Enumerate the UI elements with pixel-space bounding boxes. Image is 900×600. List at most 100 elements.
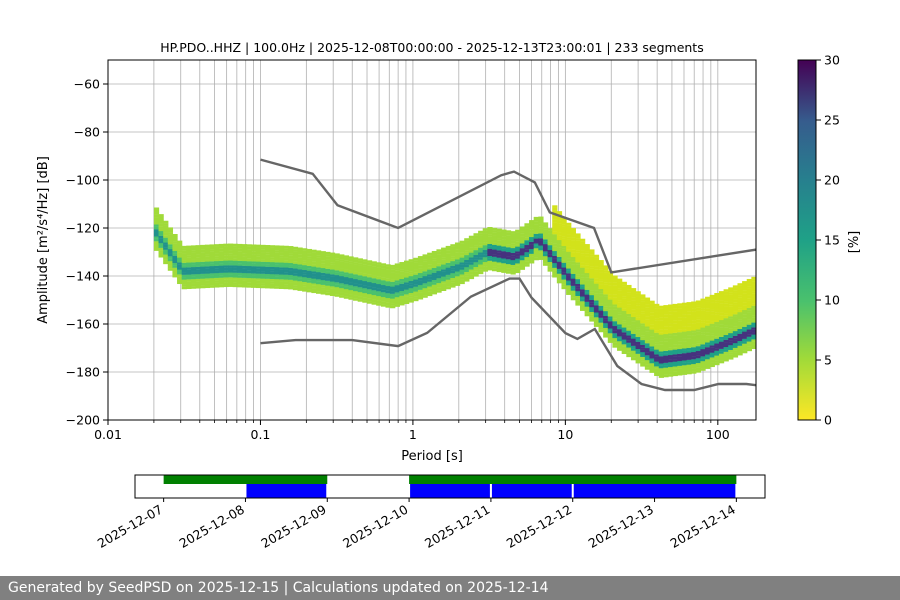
psd-cell	[644, 364, 651, 368]
psd-cell	[454, 264, 461, 267]
psd-cell	[376, 269, 382, 273]
psd-cell	[644, 343, 651, 346]
psd-cell	[468, 259, 475, 263]
psd-cell	[742, 350, 748, 354]
psd-cell	[158, 238, 164, 241]
psd-cell	[751, 327, 756, 330]
psd-cell	[658, 358, 664, 362]
psd-cell	[566, 263, 572, 267]
psd-cell	[718, 324, 725, 328]
psd-cell	[718, 315, 725, 318]
psd-cell	[353, 278, 359, 282]
psd-cell	[172, 248, 178, 251]
psd-cell	[695, 310, 702, 313]
psd-cell	[260, 259, 266, 262]
psd-cell	[214, 244, 220, 247]
psd-cell	[223, 246, 229, 249]
psd-cell	[427, 267, 433, 270]
psd-cell	[311, 249, 317, 253]
psd-cell	[200, 261, 206, 265]
psd-cell	[700, 322, 706, 326]
psd-cell	[691, 351, 697, 355]
psd-cell	[630, 352, 637, 356]
psd-cell	[728, 301, 734, 305]
timeline-frame	[134, 474, 766, 499]
psd-cell	[515, 258, 521, 262]
psd-cell	[695, 336, 702, 340]
psd-cell	[742, 288, 748, 291]
psd-cell	[218, 272, 224, 276]
psd-cell	[677, 344, 683, 347]
psd-cell	[292, 275, 299, 279]
psd-cell	[617, 295, 623, 299]
psd-cell	[399, 286, 405, 289]
psd-cell	[204, 266, 211, 269]
psd-cell	[491, 237, 498, 241]
psd-cell	[422, 290, 428, 293]
psd-cell	[691, 325, 697, 329]
psd-cell	[153, 231, 160, 235]
psd-cell	[654, 337, 660, 341]
psd-cell	[589, 292, 595, 296]
psd-cell	[589, 318, 595, 322]
psd-cell	[343, 291, 350, 294]
psd-cell	[487, 248, 493, 252]
psd-cell	[348, 280, 354, 283]
psd-cell	[672, 315, 678, 319]
psd-cell	[265, 266, 271, 270]
psd-cell	[200, 273, 206, 277]
psd-cell	[732, 328, 739, 332]
psd-cell	[167, 236, 174, 240]
psd-cell	[547, 266, 553, 270]
psd-cell	[501, 260, 507, 264]
psd-cell	[681, 312, 688, 315]
psd-cell	[593, 271, 600, 275]
psd-cell	[241, 277, 248, 281]
psd-cell	[348, 285, 354, 288]
psd-cell	[584, 308, 590, 312]
psd-cell	[329, 259, 336, 263]
psd-cell	[195, 269, 201, 272]
psd-cell	[681, 333, 688, 337]
psd-cell	[209, 246, 215, 250]
psd-cell	[181, 277, 187, 280]
psd-cell	[297, 252, 303, 255]
psd-cell	[732, 354, 739, 358]
psd-cell	[524, 223, 530, 226]
psd-cell	[468, 250, 475, 253]
psd-cell	[167, 227, 174, 230]
psd-cell	[589, 282, 595, 286]
psd-cell	[663, 360, 669, 363]
psd-cell	[700, 327, 706, 330]
psd-cell	[473, 264, 479, 268]
psd-cell	[649, 315, 655, 318]
psd-cell	[570, 254, 576, 258]
psd-cell	[607, 318, 614, 322]
psd-cell	[607, 313, 614, 317]
psd-cell	[723, 356, 729, 360]
psd-cell	[283, 255, 289, 258]
psd-cell	[200, 268, 206, 272]
psd-cell	[579, 291, 586, 295]
psd-cell	[241, 280, 248, 283]
psd-cell	[593, 259, 600, 263]
psd-cell	[742, 302, 748, 306]
psd-cell	[709, 347, 715, 351]
psd-cell	[709, 352, 715, 356]
psd-cell	[649, 324, 655, 328]
psd-cell	[482, 245, 488, 248]
psd-cell	[167, 241, 174, 245]
psd-cell	[505, 239, 512, 243]
psd-cell	[441, 264, 447, 267]
psd-cell	[617, 283, 623, 287]
psd-cell	[667, 342, 674, 346]
psd-cell	[658, 312, 664, 316]
psd-cell	[209, 285, 215, 288]
psd-cell	[339, 266, 345, 269]
psd-cell	[533, 233, 539, 237]
psd-cell	[464, 252, 470, 256]
psd-cell	[649, 312, 655, 316]
psd-cell	[700, 358, 706, 362]
psd-cell	[366, 296, 373, 299]
psd-cell	[519, 236, 526, 239]
